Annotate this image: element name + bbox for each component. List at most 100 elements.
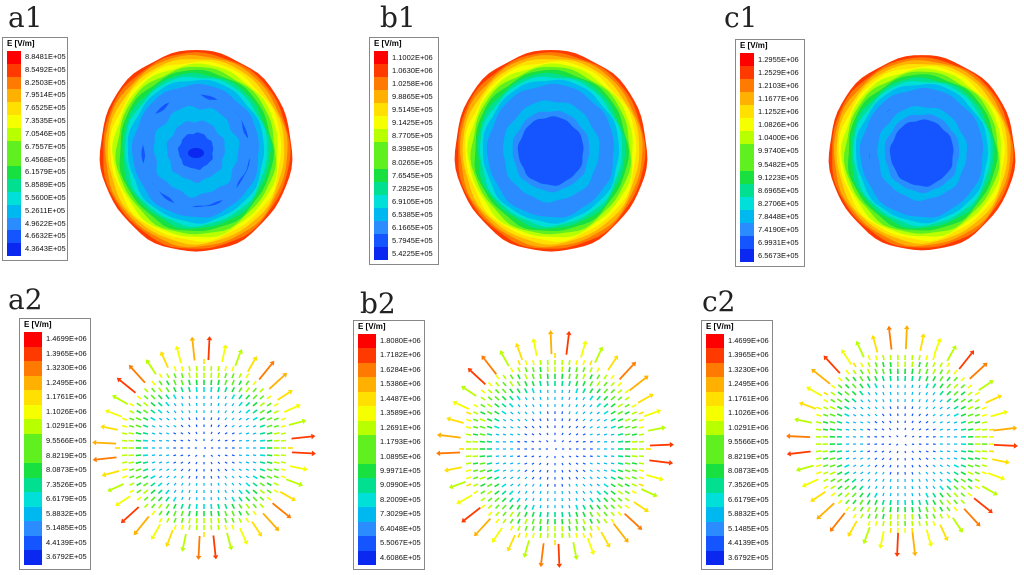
legend-swatch [24, 361, 42, 376]
boundary-vector [277, 389, 293, 401]
legend-value: 1.2529E+06 [758, 68, 799, 78]
legend-title: E [V/m] [740, 41, 768, 50]
field-vector [245, 461, 250, 464]
field-vector [631, 433, 638, 436]
field-vector [925, 506, 929, 513]
legend-entry: 7.2825E+05 [374, 181, 433, 195]
field-vector [974, 450, 981, 453]
field-vector [508, 402, 514, 408]
field-vector [589, 532, 593, 538]
field-vector [224, 417, 228, 421]
field-vector [568, 440, 572, 443]
panel-label-b2: b2 [360, 287, 396, 320]
legend-value: 1.2691E+06 [380, 422, 421, 432]
field-vector [960, 450, 967, 453]
legend-entry: 7.3526E+05 [24, 477, 87, 493]
legend-value: 1.3965E+06 [728, 350, 769, 360]
field-vector [252, 409, 258, 414]
field-vector [960, 413, 967, 417]
boundary-vector [159, 351, 169, 369]
field-vector [932, 399, 936, 403]
field-vector [516, 497, 521, 503]
legend-swatch [740, 105, 754, 119]
field-vector [582, 511, 586, 518]
field-vector [210, 417, 213, 421]
field-vector [960, 391, 966, 396]
field-vector [845, 457, 850, 460]
field-vector [822, 457, 829, 460]
field-vector [575, 388, 579, 394]
legend-swatch [374, 64, 388, 78]
field-vector [911, 464, 914, 468]
field-vector [210, 410, 213, 414]
field-vector [638, 433, 645, 436]
legend-value: 7.2825E+05 [392, 183, 433, 193]
boundary-vector [436, 432, 461, 439]
field-vector [631, 483, 637, 487]
field-vector [911, 368, 914, 375]
field-vector [852, 421, 857, 424]
legend-swatch [706, 391, 724, 407]
field-vector [180, 439, 184, 442]
field-vector [575, 518, 579, 525]
legend-value: 9.5566E+05 [46, 435, 87, 445]
field-vector [596, 462, 600, 465]
legend-value: 1.4487E+06 [380, 393, 421, 403]
field-vector [939, 464, 943, 468]
field-vector [121, 454, 128, 457]
field-vector [631, 455, 638, 458]
field-vector [252, 503, 257, 509]
field-vector [988, 428, 995, 431]
legend-value: 9.8865E+05 [392, 92, 433, 102]
legend-title: E [V/m] [7, 39, 35, 48]
field-vector [245, 387, 250, 393]
field-vector [158, 517, 163, 523]
field-vector [158, 439, 163, 442]
field-vector [888, 435, 892, 438]
field-vector [918, 391, 921, 396]
boundary-vector [847, 520, 858, 537]
field-vector [273, 432, 280, 435]
field-vector [158, 373, 163, 379]
boundary-vector [786, 433, 811, 439]
field-vector [582, 388, 587, 394]
field-vector [531, 433, 535, 436]
field-vector [158, 417, 163, 421]
field-vector [852, 513, 857, 519]
field-vector [524, 404, 528, 408]
field-vector [617, 396, 623, 401]
field-vector [472, 455, 479, 458]
field-vector [946, 398, 952, 403]
boundary-vector [285, 478, 303, 487]
legend-entry: 1.0826E+06 [740, 118, 799, 132]
field-vector [217, 439, 221, 442]
field-vector [173, 454, 177, 457]
legend-entry: 1.1793E+06 [358, 435, 421, 450]
field-vector [210, 379, 213, 386]
field-vector [509, 511, 514, 518]
field-vector [252, 496, 258, 502]
field-vector [918, 384, 921, 389]
field-vector [517, 476, 521, 480]
field-vector [974, 471, 980, 475]
legend-value: 6.7557E+05 [25, 141, 66, 151]
field-vector [273, 424, 280, 428]
field-vector [960, 420, 967, 424]
boundary-vector [939, 524, 949, 542]
field-vector [516, 511, 521, 518]
field-vector [953, 499, 958, 505]
field-vector [472, 425, 479, 429]
field-vector [121, 439, 128, 442]
legend-swatch [706, 550, 724, 565]
field-vector [889, 464, 892, 468]
vector-plot-b2 [436, 330, 674, 568]
field-vector [889, 375, 892, 382]
field-vector [837, 391, 843, 396]
legend-swatch [706, 478, 724, 493]
field-vector [524, 490, 528, 494]
field-vector [981, 471, 987, 475]
field-vector [531, 380, 535, 387]
field-vector [231, 489, 235, 494]
field-vector [466, 483, 472, 487]
field-vector [911, 391, 914, 396]
